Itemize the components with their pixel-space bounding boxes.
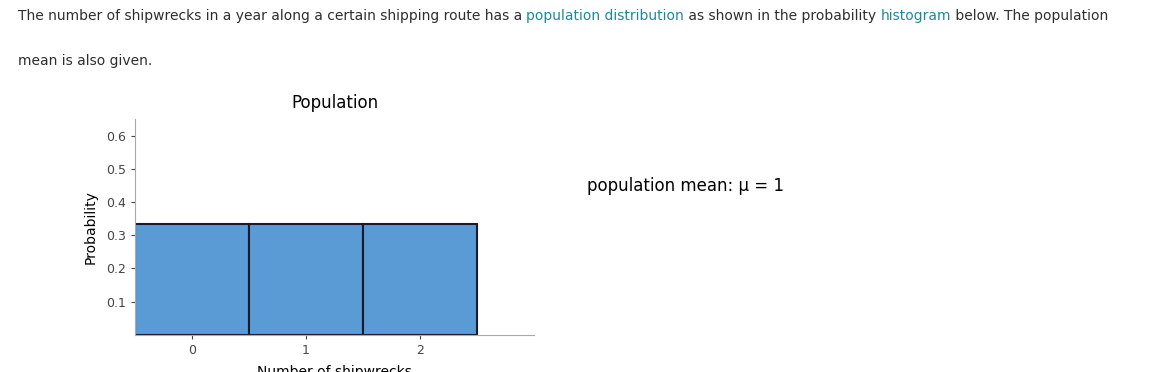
X-axis label: Number of shipwrecks: Number of shipwrecks xyxy=(257,365,412,372)
Text: population mean: μ = 1: population mean: μ = 1 xyxy=(587,177,784,195)
Text: below. The population: below. The population xyxy=(951,9,1108,23)
Text: as shown in the probability: as shown in the probability xyxy=(684,9,880,23)
Title: Population: Population xyxy=(291,94,378,112)
Bar xyxy=(249,224,363,335)
Text: mean is also given.: mean is also given. xyxy=(18,54,151,68)
Text: histogram: histogram xyxy=(880,9,951,23)
Bar xyxy=(135,224,249,335)
Bar xyxy=(363,224,477,335)
Text: population distribution: population distribution xyxy=(526,9,684,23)
Text: The number of shipwrecks in a year along a certain shipping route has a: The number of shipwrecks in a year along… xyxy=(18,9,526,23)
Y-axis label: Probability: Probability xyxy=(83,190,97,264)
